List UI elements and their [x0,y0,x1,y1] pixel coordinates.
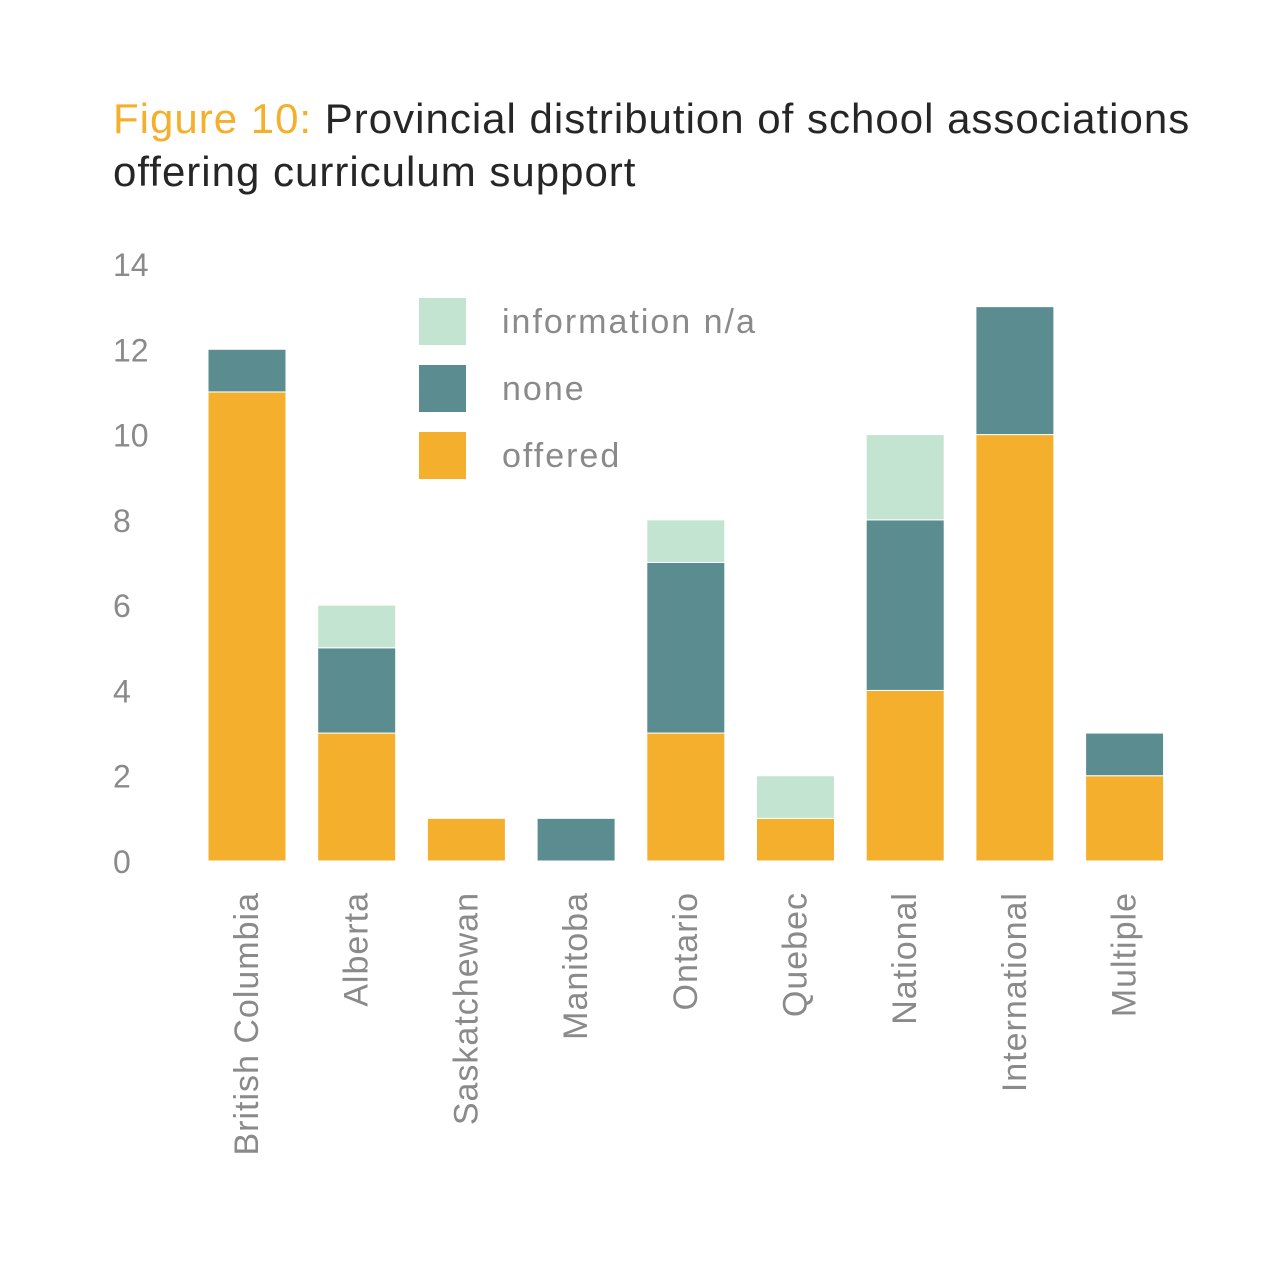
figure-label: Figure 10: [113,95,313,142]
bar-offered [426,817,506,862]
legend-swatch-information-na [419,298,466,345]
y-tick-label: 0 [113,844,131,880]
y-tick-label: 10 [113,418,149,454]
y-tick-label: 12 [113,332,149,368]
bar-none [317,647,397,734]
y-axis: 0 2 4 6 8 10 12 14 [113,247,149,880]
legend: information n/a none offered [419,298,757,479]
x-category-label: Ontario [667,892,705,1011]
bar-offered [1085,775,1165,862]
legend-label-offered: offered [502,437,621,475]
y-tick-label: 2 [113,759,131,795]
bar-offered [756,817,835,862]
x-category-label: International [996,892,1034,1092]
bar-information-na [756,775,835,819]
bar-area [207,306,1165,862]
y-tick-label: 6 [113,588,131,624]
bar-none [975,306,1055,436]
x-category-label: Manitoba [557,892,595,1040]
bar-offered [317,732,397,862]
legend-label-information-na: information n/a [502,303,757,341]
x-category-label: Alberta [338,892,376,1007]
legend-swatch-none [419,365,466,412]
bar-information-na [865,434,945,521]
x-axis: British Columbia Alberta Saskatchewan Manit… [228,892,1144,1156]
bar-offered [207,391,287,862]
bar-information-na [646,519,726,563]
bar-none [865,519,945,691]
legend-swatch-offered [419,432,466,479]
bar-offered [646,732,726,862]
x-category-label: Quebec [777,892,815,1017]
x-category-label: British Columbia [228,892,266,1156]
bar-none [1085,732,1165,777]
bar-information-na [317,604,397,649]
x-category-label: National [886,892,924,1025]
bar-none [207,348,287,393]
x-category-label: Multiple [1106,892,1144,1017]
bar-offered [865,689,945,862]
legend-label-none: none [502,370,586,408]
bar-none [646,562,726,734]
y-tick-label: 4 [113,673,131,709]
bar-none [536,817,616,862]
figure-title-text: Provincial distribution of school associ… [113,95,1191,195]
y-tick-label: 8 [113,503,131,539]
x-category-label: Saskatchewan [447,892,485,1125]
chart-title: Figure 10: Provincial distribution of sc… [113,92,1213,198]
bar-offered [975,434,1055,862]
y-tick-label: 14 [113,247,149,283]
